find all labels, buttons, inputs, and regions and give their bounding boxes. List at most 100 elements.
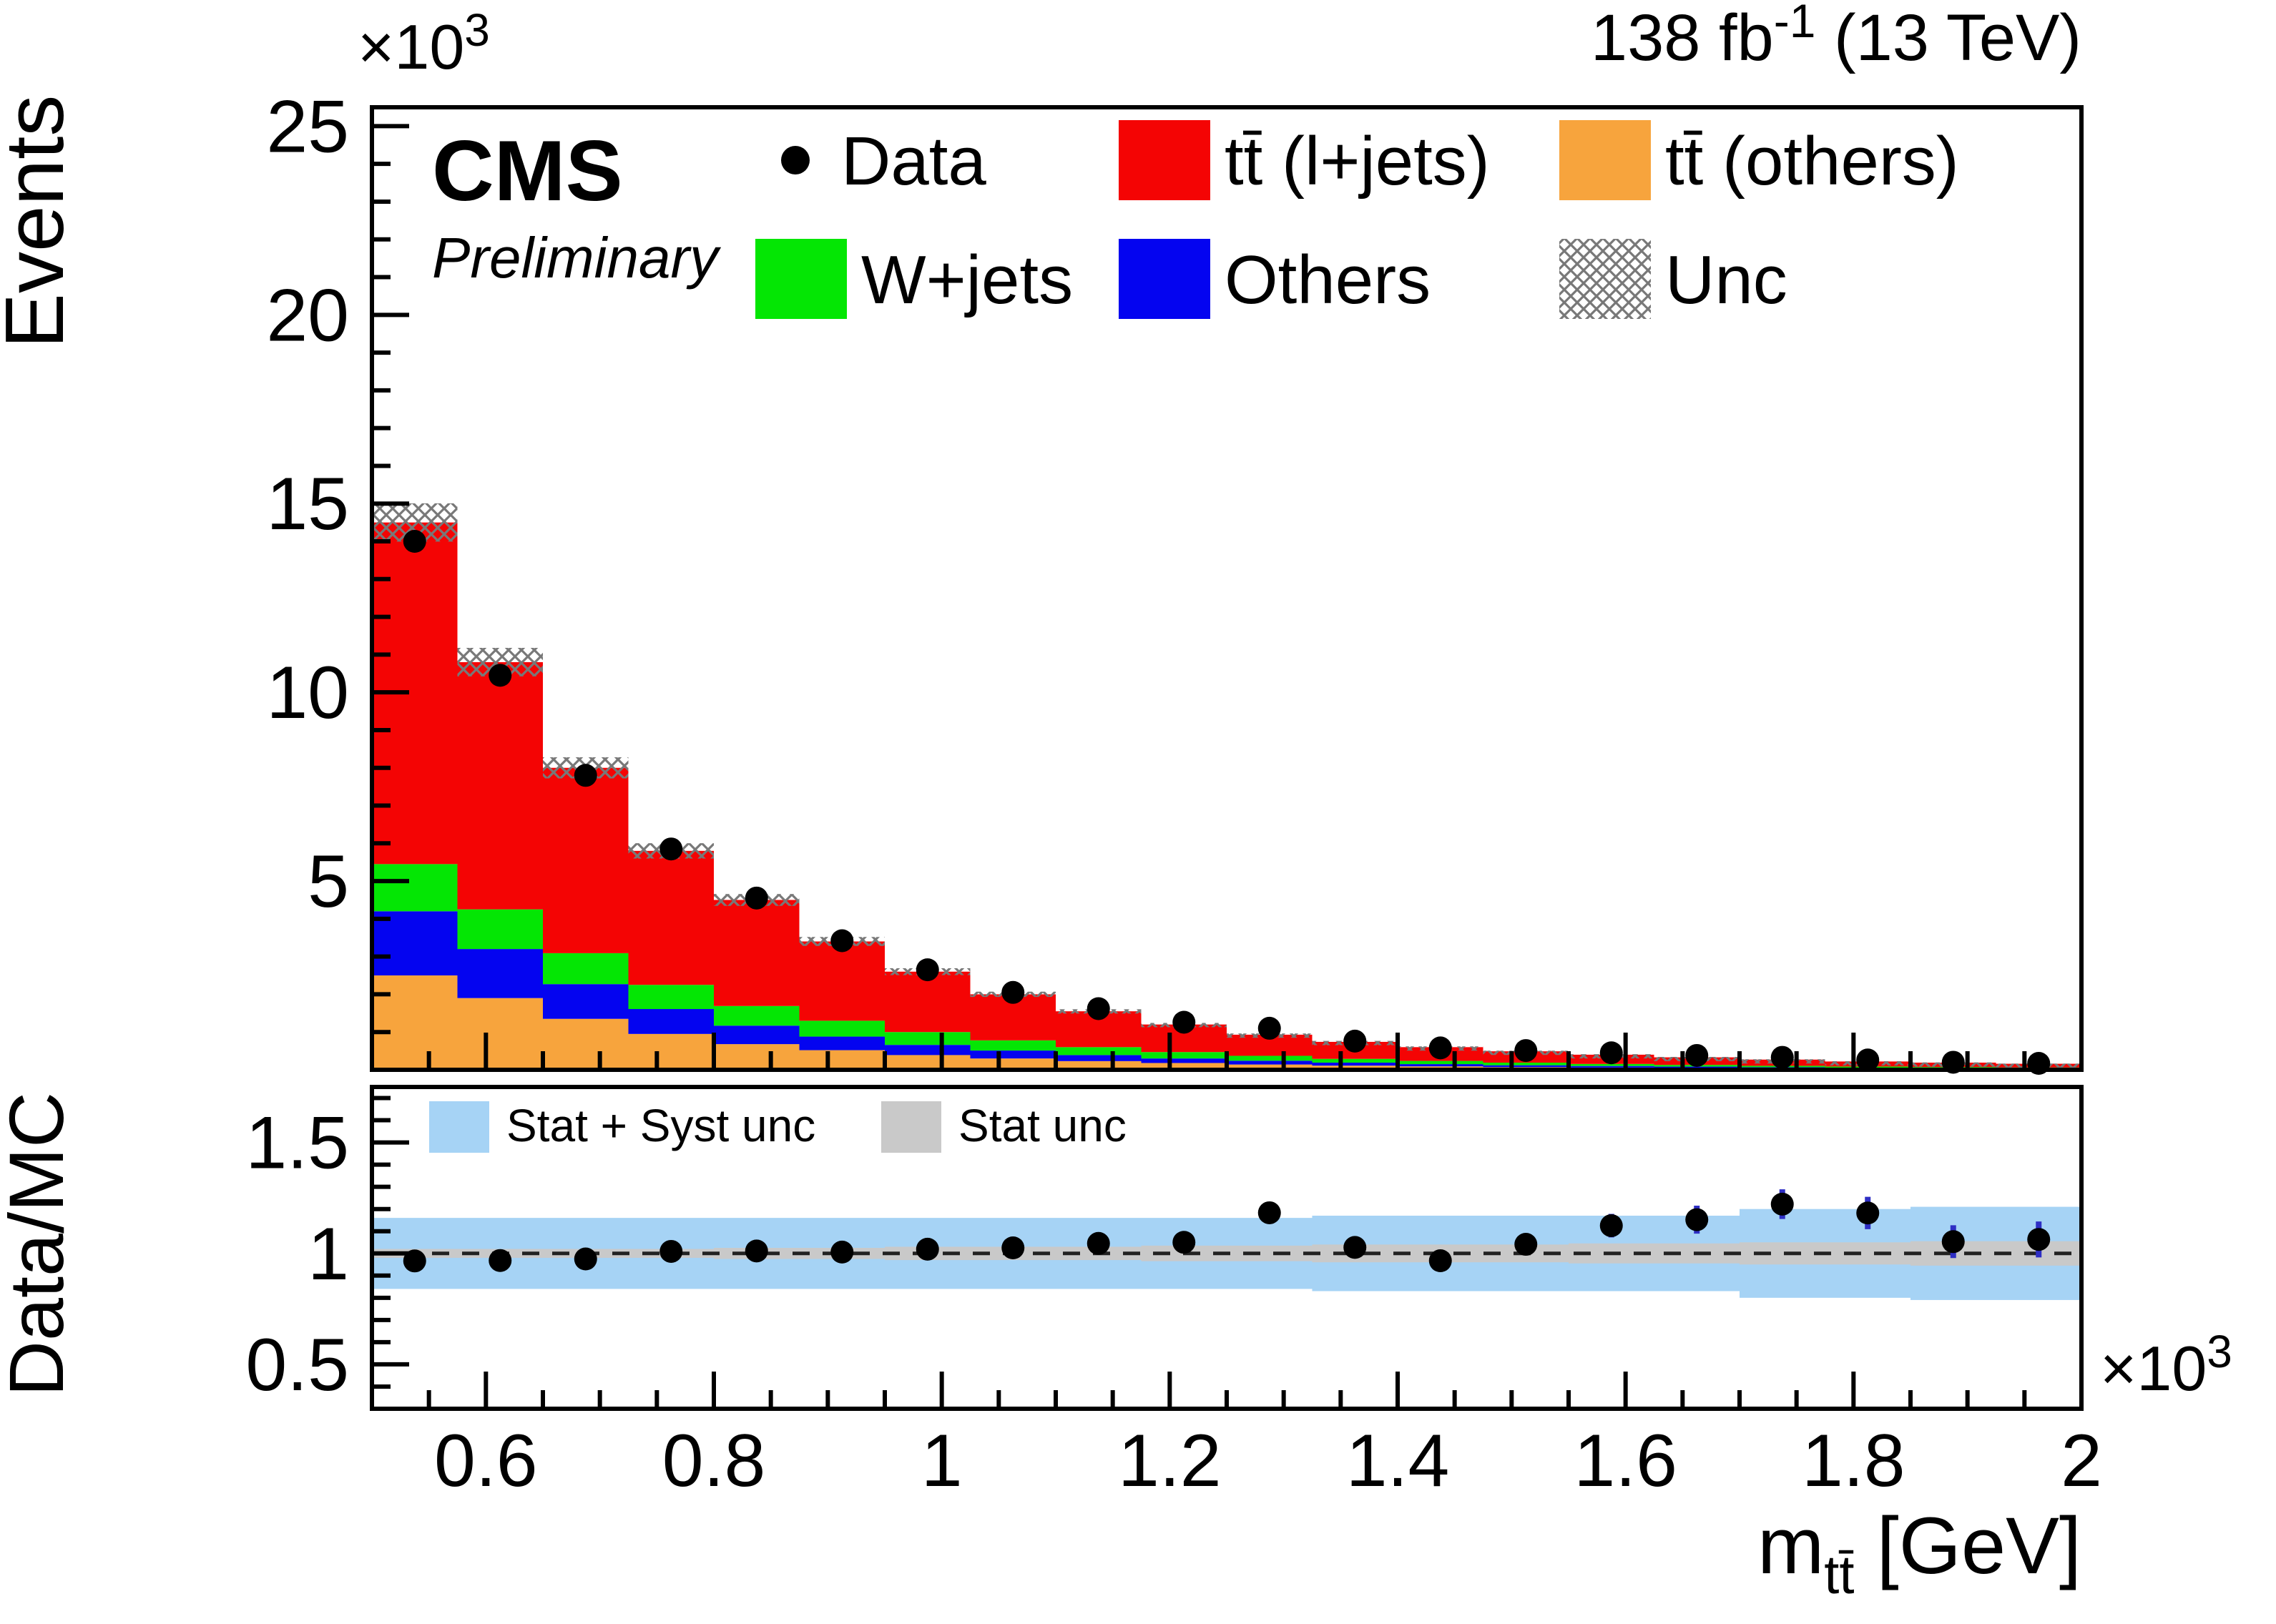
lumi-exponent: -1 xyxy=(1774,0,1816,47)
ratio-point xyxy=(2027,1228,2051,1251)
y-tick-label: 15 xyxy=(266,463,349,546)
stack-segment-wjets xyxy=(1141,1052,1227,1059)
legend-swatch-unc xyxy=(1559,239,1651,319)
ratio-point xyxy=(830,1240,854,1264)
x-tick-label: 1.6 xyxy=(1574,1419,1677,1502)
y-tick-label: 25 xyxy=(266,85,349,168)
data-point xyxy=(830,929,854,953)
ratio-point xyxy=(1599,1214,1623,1237)
stack-segment-wjets xyxy=(543,953,629,985)
stack-segment-tt-others xyxy=(1141,1063,1227,1070)
ratio-legend-label-stat: Stat unc xyxy=(958,1100,1127,1151)
data-point xyxy=(1343,1029,1367,1053)
stack-segment-wjets xyxy=(372,864,458,912)
ratio-point xyxy=(1428,1249,1452,1272)
stack-segment-wjets xyxy=(799,1020,885,1037)
y-axis-scale-note: ×103 xyxy=(358,4,490,82)
stack-segment-wjets xyxy=(1056,1047,1142,1055)
stack-segment-others xyxy=(1312,1062,1398,1066)
ratio-point xyxy=(1941,1230,1965,1254)
x-axis-scale-note: ×103 xyxy=(2100,1326,2232,1404)
data-point xyxy=(1770,1045,1794,1069)
stack-segment-wjets xyxy=(1483,1062,1569,1066)
chart-text-layer: Events Data/MC ×103 138 fb-1 (13 TeV) CM… xyxy=(0,0,2232,1605)
ratio-point xyxy=(916,1237,939,1261)
legend-swatch-tt-others xyxy=(1559,120,1651,200)
stack-segment-tt-ljets xyxy=(543,767,629,953)
data-point xyxy=(1001,980,1025,1004)
stack-segment-others xyxy=(885,1045,971,1055)
x-tick-label: 0.6 xyxy=(434,1419,538,1502)
stack-segment-tt-others xyxy=(543,1018,629,1070)
lumi-suffix: (13 TeV) xyxy=(1815,1,2081,74)
x-tick-label: 1.8 xyxy=(1802,1419,1905,1502)
y-tick-label: 10 xyxy=(266,651,349,734)
x-tick-label: 2 xyxy=(2061,1419,2102,1502)
data-point xyxy=(1428,1036,1452,1060)
data-point xyxy=(659,837,683,861)
y-axis-title-events: Events xyxy=(0,95,81,349)
stack-segment-tt-ljets xyxy=(714,900,800,1006)
x-tick-label: 1 xyxy=(921,1419,963,1502)
y-tick-label: 20 xyxy=(266,274,349,357)
ratio-point xyxy=(1087,1231,1110,1255)
data-point xyxy=(1685,1043,1709,1067)
stack-segment-wjets xyxy=(1398,1060,1483,1065)
stack-segment-others xyxy=(1141,1058,1227,1063)
stack-segment-wjets xyxy=(1312,1058,1398,1063)
ratio-point xyxy=(1257,1201,1281,1224)
legend-label-tt-ljets: tt̄ (l+jets) xyxy=(1225,123,1490,200)
stack-segment-tt-ljets xyxy=(799,941,885,1021)
chart-graphics-layer: 5 10 15 20 25 0.6 0.8 1 1.2 1.4 1.6 1.8 2 0.5 1 1.5 xyxy=(245,85,2102,1502)
ratio-legend-swatch-statsyst xyxy=(429,1101,489,1153)
legend-marker-data xyxy=(781,146,810,174)
ratio-point xyxy=(489,1249,512,1272)
data-point xyxy=(916,958,939,982)
legend-label-data: Data xyxy=(841,123,986,200)
ratio-stat-band xyxy=(1825,1242,1910,1265)
x-scale-exponent: 3 xyxy=(2207,1326,2232,1377)
ratio-point xyxy=(1001,1236,1025,1259)
ratio-point xyxy=(1856,1201,1880,1225)
stack-segment-others xyxy=(970,1050,1056,1059)
x-tick-label: 1.2 xyxy=(1118,1419,1222,1502)
stack-segment-tt-others xyxy=(457,998,543,1070)
ratio-stat-band xyxy=(1740,1242,1825,1265)
stack-segment-others xyxy=(372,911,458,976)
legend-label-tt-others: tt̄ (others) xyxy=(1665,123,1959,200)
stack-segment-others xyxy=(628,1009,714,1034)
x-tick-label: 1.4 xyxy=(1346,1419,1450,1502)
data-point xyxy=(1856,1048,1880,1072)
y-axis-title-ratio: Data/MC xyxy=(0,1092,79,1397)
stack-segment-others xyxy=(799,1036,885,1050)
ratio-point xyxy=(574,1247,597,1271)
legend-label-unc: Unc xyxy=(1665,242,1787,318)
stack-segment-tt-ljets xyxy=(628,850,714,985)
stack-segment-others xyxy=(714,1025,800,1045)
experiment-label: CMS xyxy=(432,123,623,219)
ratio-y-tick-label: 1 xyxy=(308,1213,349,1296)
stack-segment-wjets xyxy=(457,909,543,950)
stack-segment-wjets xyxy=(1227,1055,1313,1061)
lumi-label: 138 fb-1 (13 TeV) xyxy=(1591,0,2081,74)
stack-segment-wjets xyxy=(714,1005,800,1026)
stack-segment-others xyxy=(1398,1064,1483,1067)
y-scale-base: ×10 xyxy=(358,11,464,82)
ratio-legend-swatch-stat xyxy=(881,1101,941,1153)
stack-segment-wjets xyxy=(628,985,714,1010)
y-tick-label: 5 xyxy=(308,840,349,923)
ratio-legend-label-statsyst: Stat + Syst unc xyxy=(506,1100,815,1151)
stack-segment-tt-others xyxy=(628,1033,714,1070)
data-point xyxy=(1514,1039,1538,1063)
x-axis-title: mtt̄ [GeV] xyxy=(1757,1501,2081,1605)
legend-swatch-tt-ljets xyxy=(1119,120,1210,200)
stack-segment-others xyxy=(1227,1060,1313,1065)
stack-segment-tt-ljets xyxy=(457,661,543,910)
ratio-y-tick-label: 0.5 xyxy=(245,1324,349,1407)
stack-segment-wjets xyxy=(970,1040,1056,1051)
stack-segment-others xyxy=(1056,1055,1142,1061)
data-point xyxy=(403,530,426,553)
y-scale-exponent: 3 xyxy=(464,4,490,56)
